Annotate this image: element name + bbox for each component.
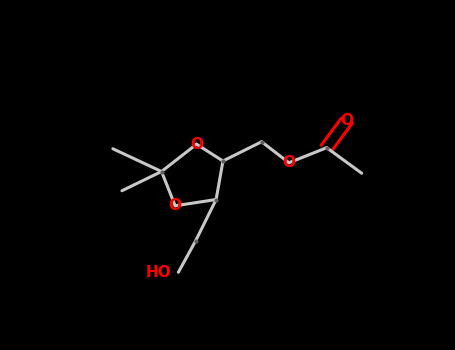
Text: HO: HO	[146, 265, 172, 280]
Text: O: O	[283, 155, 295, 170]
Text: O: O	[190, 137, 203, 152]
Text: O: O	[169, 198, 182, 213]
Text: O: O	[340, 113, 353, 128]
